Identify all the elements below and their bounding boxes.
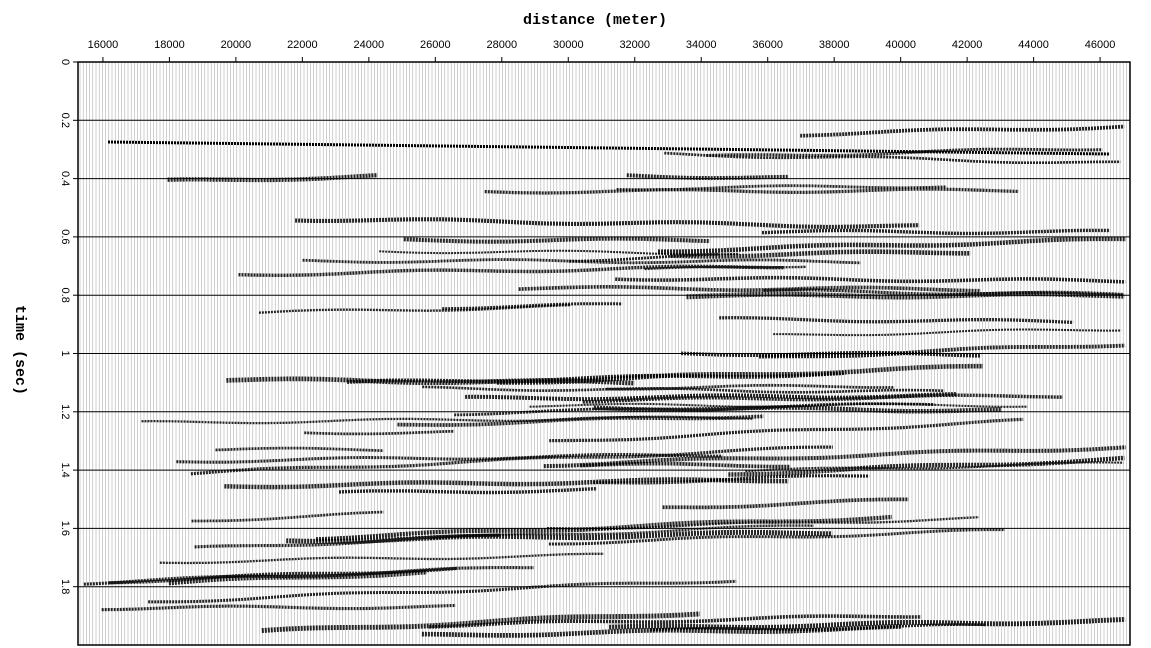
x-tick-label: 24000 bbox=[354, 39, 385, 51]
reflector bbox=[397, 414, 764, 427]
reflector bbox=[442, 302, 623, 311]
reflector bbox=[304, 429, 455, 436]
y-tick-label: 0 bbox=[59, 59, 71, 65]
reflector bbox=[215, 446, 384, 453]
reflector bbox=[141, 415, 754, 425]
reflector bbox=[664, 151, 1121, 165]
reflector bbox=[719, 316, 1074, 325]
y-tick-label: 1.8 bbox=[59, 579, 71, 594]
x-tick-label: 46000 bbox=[1085, 39, 1116, 51]
reflector bbox=[403, 236, 710, 244]
reflector bbox=[347, 371, 846, 384]
reflector bbox=[258, 304, 571, 314]
reflector bbox=[190, 445, 833, 476]
reflector bbox=[763, 288, 1124, 297]
reflector bbox=[626, 173, 789, 181]
x-tick-label: 26000 bbox=[420, 39, 451, 51]
reflector bbox=[670, 249, 971, 259]
reflector bbox=[662, 497, 909, 510]
reflector bbox=[606, 383, 895, 391]
reflector bbox=[773, 328, 1122, 337]
x-tick-label: 42000 bbox=[952, 39, 983, 51]
reflector bbox=[497, 363, 983, 385]
reflector bbox=[518, 284, 981, 293]
x-tick-label: 32000 bbox=[619, 39, 650, 51]
reflector bbox=[101, 603, 456, 612]
y-tick-label: 1.2 bbox=[59, 404, 71, 419]
x-tick-label: 36000 bbox=[752, 39, 783, 51]
y-tick-label: 0.6 bbox=[59, 229, 71, 244]
reflector bbox=[379, 249, 740, 256]
x-tick-label: 18000 bbox=[154, 39, 185, 51]
reflector bbox=[745, 461, 1124, 473]
reflector bbox=[548, 528, 1005, 546]
reflector bbox=[593, 405, 1002, 414]
y-tick-label: 0.8 bbox=[59, 288, 71, 303]
x-tick-label: 20000 bbox=[221, 39, 252, 51]
reflector bbox=[109, 566, 458, 585]
chart-title: distance (meter) bbox=[523, 12, 667, 29]
reflector bbox=[484, 187, 1019, 195]
reflector bbox=[159, 552, 604, 565]
x-tick-label: 44000 bbox=[1018, 39, 1049, 51]
reflector bbox=[238, 264, 785, 278]
x-tick-label: 40000 bbox=[885, 39, 916, 51]
reflector bbox=[338, 486, 598, 495]
reflector bbox=[191, 510, 384, 523]
reflector bbox=[429, 524, 814, 540]
reflector bbox=[686, 291, 1125, 300]
y-tick-label: 0.4 bbox=[59, 171, 71, 186]
x-tick-label: 38000 bbox=[819, 39, 850, 51]
x-tick-label: 22000 bbox=[287, 39, 318, 51]
reflector bbox=[302, 258, 861, 265]
reflector bbox=[465, 391, 958, 402]
x-tick-label: 30000 bbox=[553, 39, 584, 51]
x-tick-label: 34000 bbox=[686, 39, 717, 51]
reflector bbox=[650, 623, 987, 632]
reflector bbox=[800, 124, 1125, 138]
reflector bbox=[580, 461, 791, 469]
reflector bbox=[761, 228, 1111, 236]
reflector bbox=[286, 529, 833, 544]
reflector bbox=[295, 217, 920, 229]
y-tick-label: 0.2 bbox=[59, 113, 71, 128]
reflector bbox=[658, 236, 1127, 254]
reflector bbox=[609, 616, 1126, 630]
x-tick-label: 28000 bbox=[486, 39, 517, 51]
reflector bbox=[261, 611, 700, 634]
y-tick-label: 1 bbox=[59, 350, 71, 356]
y-axis-label: time (sec) bbox=[11, 305, 28, 395]
reflector bbox=[543, 445, 1126, 469]
reflector bbox=[759, 343, 1126, 359]
reflector bbox=[168, 569, 427, 586]
x-tick-label: 16000 bbox=[88, 39, 119, 51]
y-tick-label: 1.4 bbox=[59, 462, 71, 477]
reflector bbox=[148, 579, 737, 604]
reflector bbox=[167, 173, 378, 183]
reflector bbox=[176, 452, 723, 464]
reflector bbox=[107, 140, 1111, 156]
reflector bbox=[615, 275, 1126, 284]
reflector bbox=[429, 614, 922, 629]
reflector bbox=[549, 417, 1024, 443]
reflector bbox=[224, 477, 789, 490]
reflector bbox=[83, 566, 534, 586]
y-tick-label: 1.6 bbox=[59, 521, 71, 536]
reflector bbox=[644, 265, 807, 271]
